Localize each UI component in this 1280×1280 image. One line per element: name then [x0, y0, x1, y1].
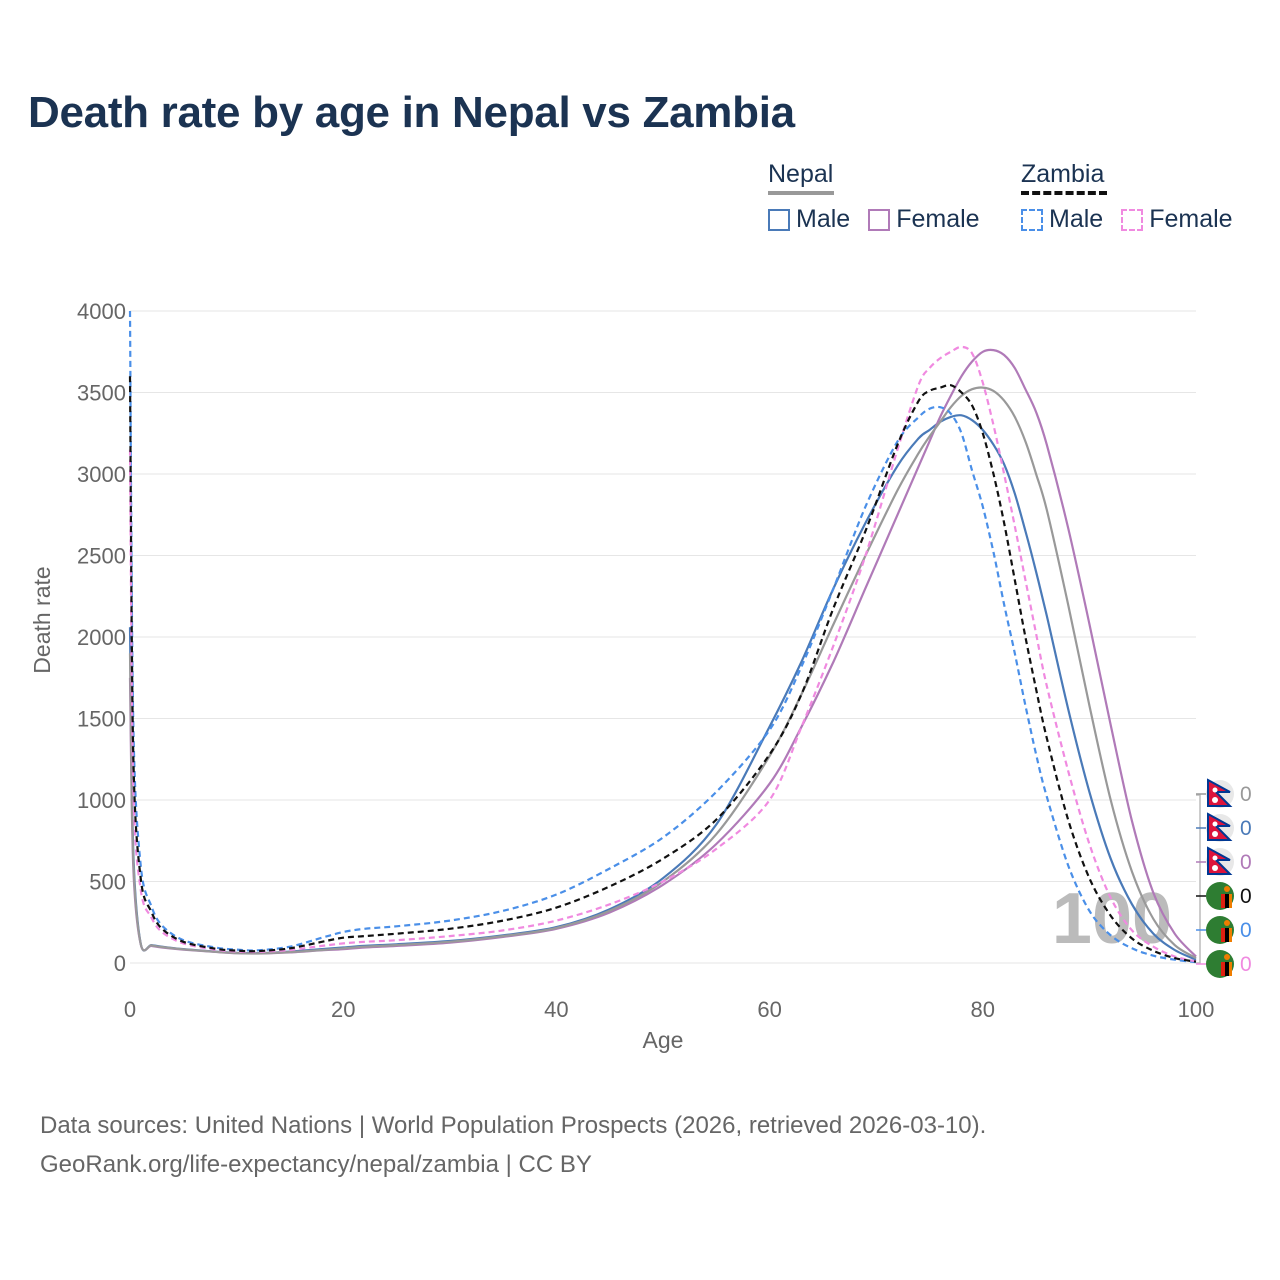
y-axis-label: Death rate: [29, 566, 55, 673]
y-tick-label-1500: 1500: [77, 707, 126, 732]
y-axis-ticks: 0 500 1000 1500 2000 2500 3000 3500 4000: [77, 299, 126, 976]
grid-lines: [130, 310, 1196, 964]
end-label-nepal-0: 0: [1196, 778, 1252, 808]
y-tick-label-3500: 3500: [77, 381, 126, 406]
legend-item-zambia-female[interactable]: Female: [1121, 205, 1233, 234]
y-tick-label-2500: 2500: [77, 544, 126, 569]
legend-label-zambia-female: Female: [1149, 205, 1233, 233]
legend-swatch-zambia-male: [1021, 208, 1043, 231]
legend-item-nepal-female[interactable]: Female: [868, 205, 980, 234]
zambia-flag-eagle: [1224, 886, 1230, 892]
series-line-zambia-both[interactable]: [128, 376, 1197, 963]
legend-group-zambia: Zambia Male Female: [1021, 160, 1233, 234]
y-tick-label-0: 0: [114, 951, 126, 976]
y-tick-label-3000: 3000: [77, 462, 126, 487]
series-line-nepal-both[interactable]: [128, 386, 1197, 960]
legend-underline-zambia: [1021, 191, 1107, 195]
chart-title: Death rate by age in Nepal vs Zambia: [28, 88, 795, 137]
legend-title-nepal: Nepal: [768, 160, 834, 188]
legend-label-nepal-female: Female: [896, 205, 980, 233]
x-tick-label-0: 0: [124, 997, 136, 1022]
series-lines: [128, 310, 1197, 964]
nepal-flag-sun: [1212, 797, 1218, 803]
legend-item-zambia-male[interactable]: Male: [1021, 205, 1103, 234]
end-label-value: 0: [1240, 953, 1252, 976]
zambia-flag-black: [1225, 894, 1229, 908]
end-label-bracket: [1196, 794, 1201, 964]
legend-title-zambia: Zambia: [1021, 160, 1105, 188]
zambia-flag-eagle: [1224, 954, 1230, 960]
zambia-flag-red: [1221, 962, 1225, 976]
nepal-flag-moon: [1212, 855, 1218, 861]
end-label-zambia-4: 0: [1196, 916, 1252, 944]
nepal-flag-moon: [1212, 821, 1218, 827]
nepal-flag-sun: [1212, 831, 1218, 837]
legend-label-zambia-male: Male: [1049, 205, 1104, 233]
end-label-zambia-3: 0: [1196, 882, 1252, 910]
x-tick-label-40: 40: [544, 997, 568, 1022]
legend-underline-nepal: [768, 191, 834, 195]
nepal-flag-sun: [1212, 865, 1218, 871]
zambia-flag-eagle: [1224, 920, 1230, 926]
y-tick-label-1000: 1000: [77, 788, 126, 813]
x-tick-label-60: 60: [757, 997, 781, 1022]
y-tick-label-4000: 4000: [77, 299, 126, 324]
series-line-zambia-female[interactable]: [128, 345, 1197, 963]
legend-swatch-zambia-female: [1121, 208, 1144, 231]
zambia-flag-black: [1225, 928, 1229, 942]
nepal-flag-moon: [1212, 787, 1218, 793]
y-tick-label-2000: 2000: [77, 625, 126, 650]
end-label-value: 0: [1240, 851, 1252, 874]
legend-swatch-nepal-female: [868, 208, 891, 231]
zambia-flag-orange: [1229, 928, 1232, 942]
end-label-nepal-1: 0: [1196, 812, 1252, 842]
zambia-flag-red: [1221, 894, 1225, 908]
footer-link[interactable]: GeoRank.org/life-expectancy/nepal/zambia…: [40, 1151, 592, 1178]
y-tick-label-500: 500: [89, 870, 126, 895]
end-label-zambia-5: 0: [1196, 950, 1252, 978]
series-line-nepal-female[interactable]: [128, 348, 1197, 958]
zambia-flag-red: [1221, 928, 1225, 942]
x-axis-ticks: 0 20 40 60 80 100: [124, 997, 1214, 1022]
end-label-value: 0: [1240, 919, 1252, 942]
footer: Data sources: United Nations | World Pop…: [40, 1106, 986, 1184]
legend-item-nepal-male[interactable]: Male: [768, 205, 850, 234]
legend-swatch-nepal-male: [768, 208, 790, 231]
end-label-value: 0: [1240, 885, 1252, 908]
zambia-flag-orange: [1229, 894, 1232, 908]
x-tick-label-80: 80: [971, 997, 995, 1022]
end-labels: 0 0 0 0 0 0: [1196, 778, 1252, 978]
zambia-flag-black: [1225, 962, 1229, 976]
end-label-nepal-2: 0: [1196, 846, 1252, 876]
x-tick-label-100: 100: [1178, 997, 1215, 1022]
x-axis-label: Age: [643, 1027, 684, 1053]
footer-sources: Data sources: United Nations | World Pop…: [40, 1112, 987, 1139]
legend-group-nepal: Nepal Male Female: [768, 160, 980, 234]
legend-label-nepal-male: Male: [796, 205, 851, 233]
end-label-value: 0: [1240, 783, 1252, 806]
zambia-flag-orange: [1229, 962, 1232, 976]
end-label-value: 0: [1240, 817, 1252, 840]
x-tick-label-20: 20: [331, 997, 355, 1022]
